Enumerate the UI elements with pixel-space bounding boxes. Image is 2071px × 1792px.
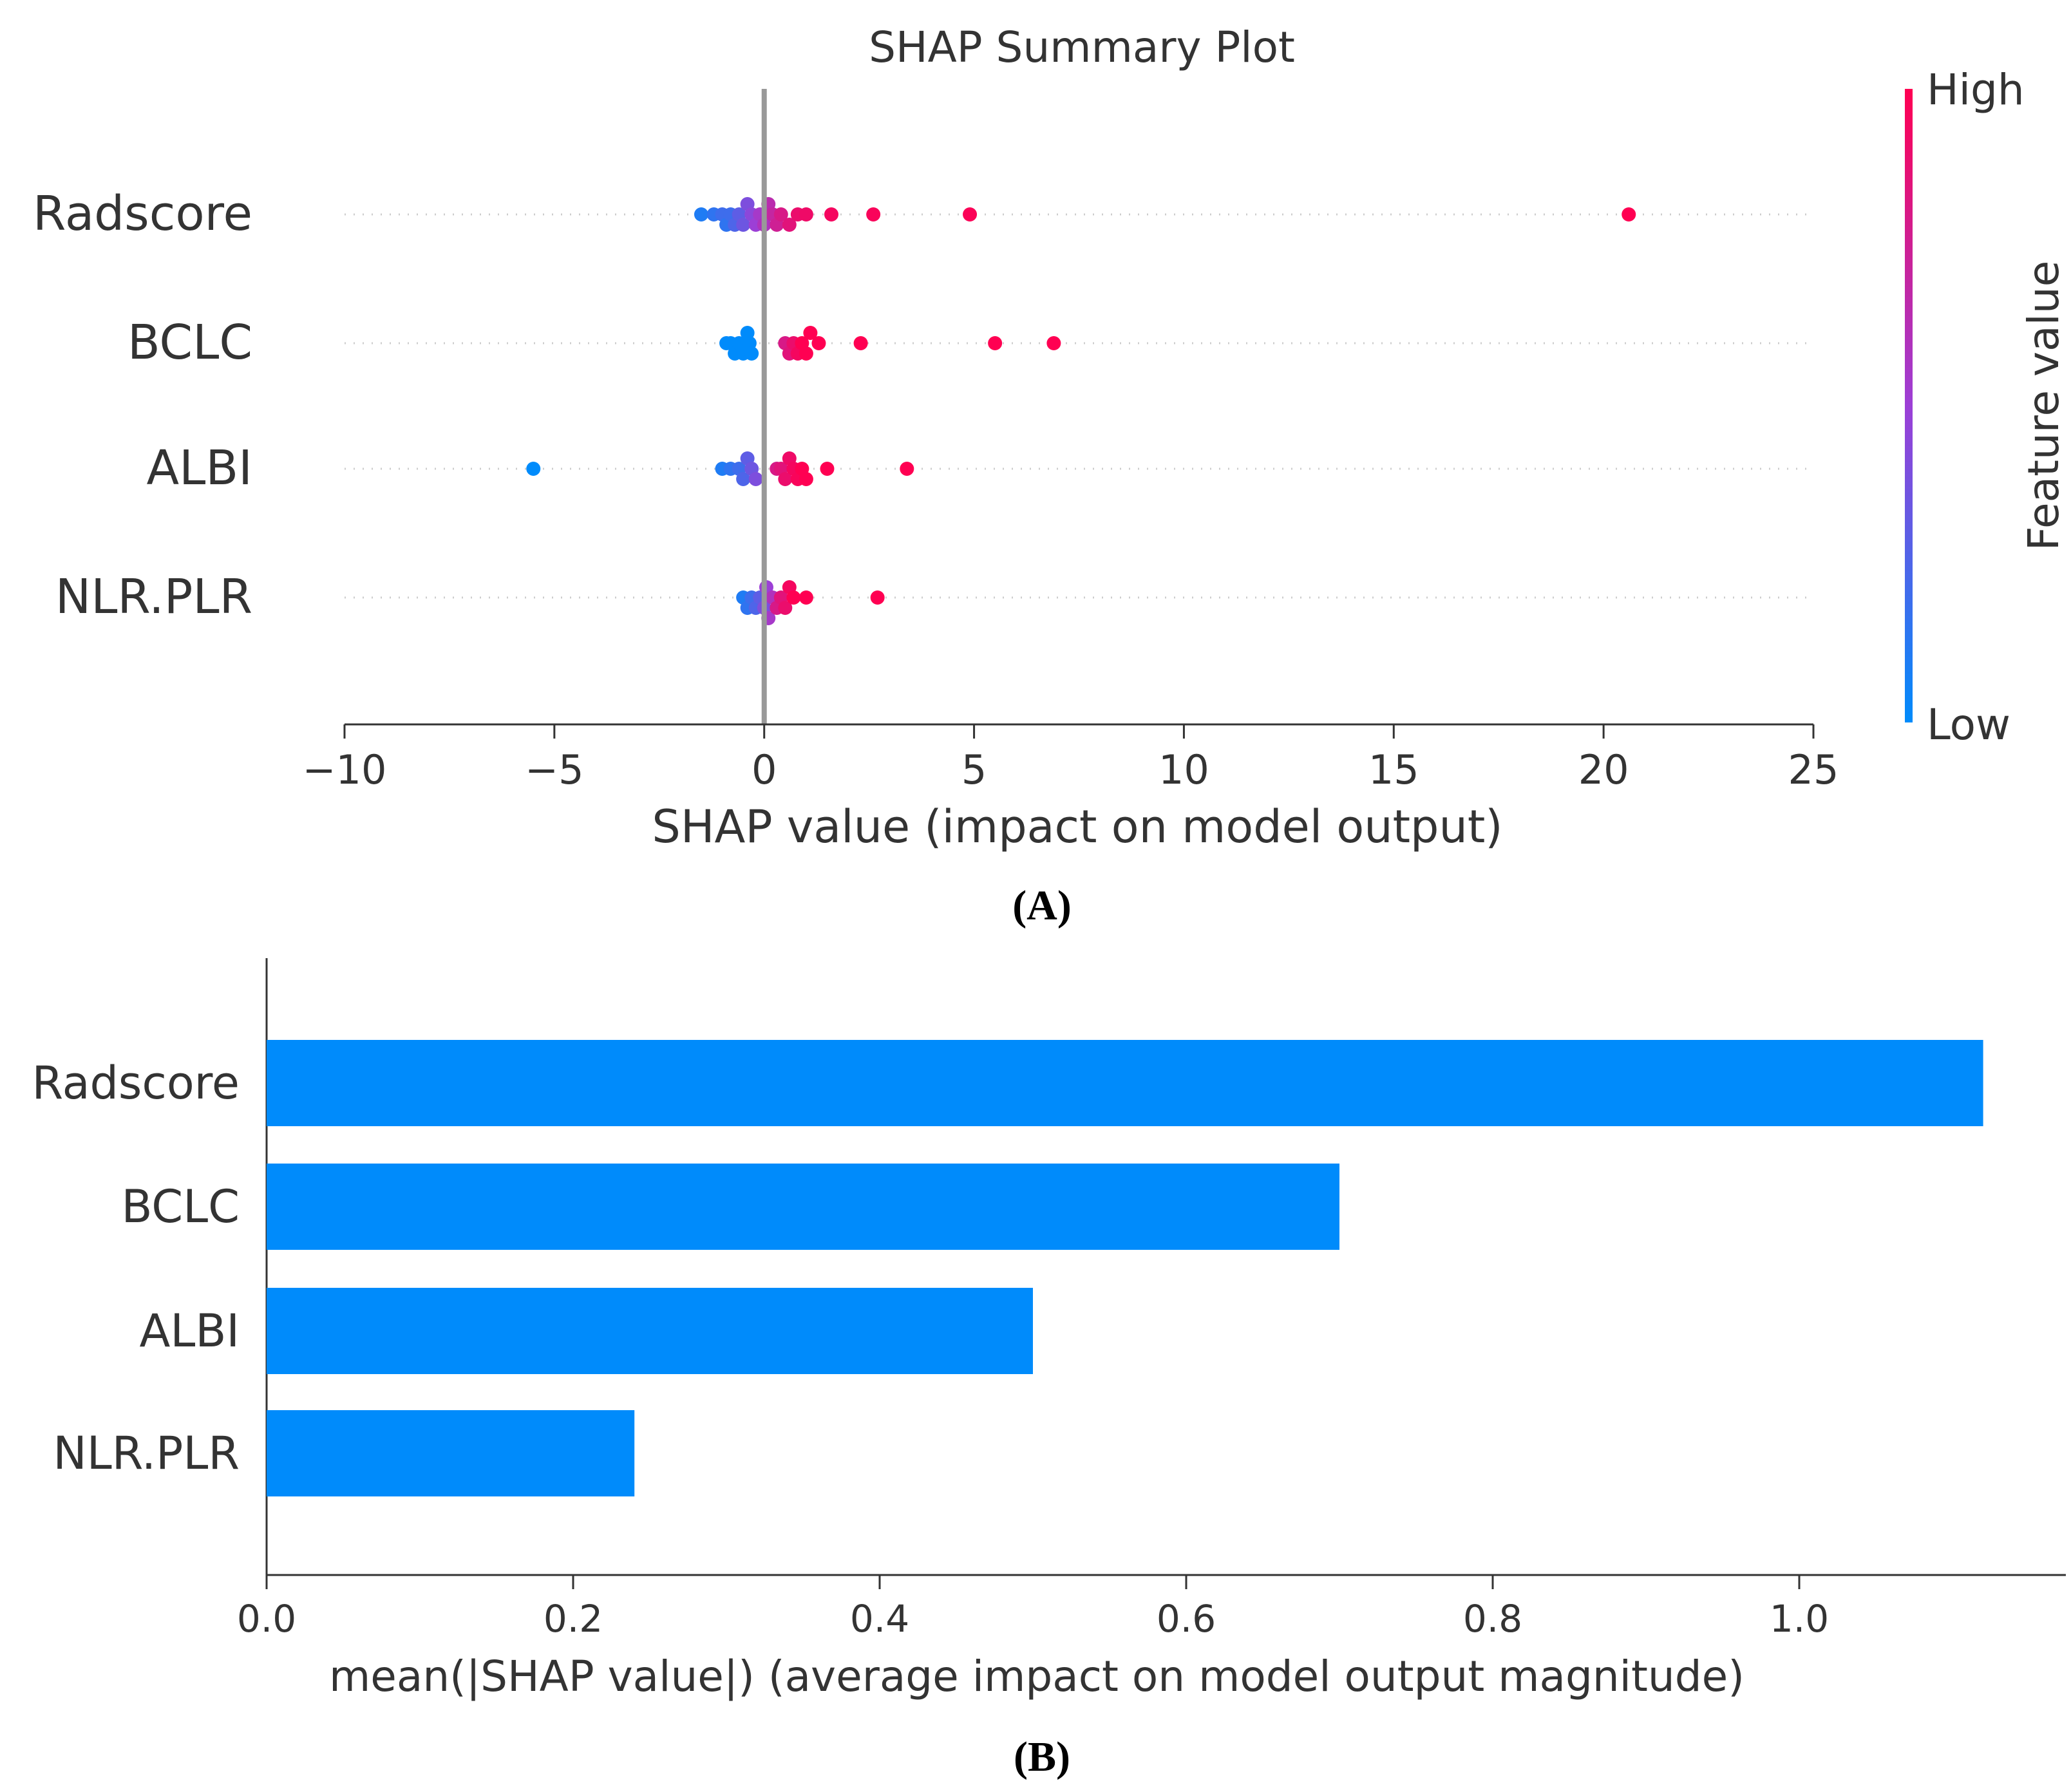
shap-points: [526, 197, 1636, 625]
bar-label-bclc: BCLC: [121, 1180, 240, 1233]
shap-point: [799, 346, 813, 361]
shap-summary-panel: SHAP Summary Plot Radscore BCLC ALBI NLR.PL…: [33, 23, 2068, 929]
shap-point: [803, 326, 818, 340]
bar-bclc: [267, 1164, 1339, 1250]
colorbar-high-label: High: [1927, 65, 2025, 115]
x-tick-label: 0.0: [237, 1597, 296, 1641]
feature-label-bclc: BCLC: [128, 315, 252, 370]
colorbar-gradient: [1905, 89, 1913, 722]
bar-radscore: [267, 1040, 1983, 1126]
feature-value-colorbar: High Low Feature value: [1905, 65, 2068, 750]
x-axis-label: mean(|SHAP value|) (average impact on mo…: [329, 1652, 1745, 1701]
shap-point: [870, 590, 885, 605]
shap-point: [1622, 207, 1636, 222]
chart-title: SHAP Summary Plot: [869, 23, 1295, 72]
shap-point: [748, 472, 763, 486]
colorbar-low-label: Low: [1927, 700, 2010, 750]
x-tick-label: 5: [961, 746, 987, 793]
feature-gridlines: [345, 213, 1813, 599]
x-tick-label: 25: [1788, 746, 1839, 793]
x-tick-label: −5: [525, 746, 583, 793]
colorbar-title: Feature value: [2019, 261, 2068, 551]
shap-point: [778, 472, 793, 486]
panel-label-a: (A): [1012, 882, 1072, 929]
shap-point: [988, 336, 1003, 350]
x-tick-label: 1.0: [1770, 1597, 1829, 1641]
feature-labels: Radscore BCLC ALBI NLR.PLR: [33, 186, 252, 625]
x-tick-label: −10: [303, 746, 387, 793]
bar-label-albi: ALBI: [139, 1305, 240, 1357]
x-tick-label: 0.2: [544, 1597, 603, 1641]
x-tick-label: 20: [1578, 746, 1629, 793]
mean-shap-bar-panel: Radscore BCLC ALBI NLR.PLR 0.0 0.2 0.4 0.6 0.8 1…: [32, 958, 2066, 1780]
bar-category-labels: Radscore BCLC ALBI NLR.PLR: [32, 1057, 240, 1480]
bar-nlr-plr: [267, 1410, 635, 1496]
bar-label-nlr-plr: NLR.PLR: [53, 1427, 240, 1480]
shap-point: [824, 207, 838, 222]
shap-point: [694, 207, 708, 222]
shap-point: [811, 336, 826, 350]
shap-point: [736, 218, 751, 232]
x-tick-label: 0.8: [1463, 1597, 1522, 1641]
feature-label-nlr-plr: NLR.PLR: [55, 569, 252, 625]
x-tick-label: 0: [752, 746, 777, 793]
shap-point: [744, 346, 759, 361]
bar-albi: [267, 1288, 1033, 1374]
shap-point: [778, 601, 793, 615]
feature-label-albi: ALBI: [147, 440, 252, 496]
shap-point: [853, 336, 868, 350]
shap-point: [963, 207, 978, 222]
x-tick-label: 0.6: [1157, 1597, 1216, 1641]
shap-point: [799, 207, 813, 222]
shap-point: [866, 207, 881, 222]
shap-point: [820, 462, 835, 476]
x-tick-label: 10: [1158, 746, 1209, 793]
x-axis-ticks: −10 −5 0 5 10 15 20 25: [303, 724, 1839, 793]
x-tick-label: 15: [1368, 746, 1419, 793]
shap-point: [799, 590, 813, 605]
shap-point: [900, 462, 914, 476]
shap-point: [782, 218, 797, 232]
feature-label-radscore: Radscore: [33, 186, 252, 241]
shap-point: [526, 462, 541, 476]
panel-label-b: (B): [1014, 1733, 1070, 1780]
shap-point: [736, 472, 751, 486]
bar-label-radscore: Radscore: [32, 1057, 240, 1109]
shap-point: [773, 207, 788, 222]
shap-point: [786, 590, 801, 605]
shap-point: [799, 472, 813, 486]
importance-bars: [267, 1040, 1983, 1496]
x-axis-label: SHAP value (impact on model output): [652, 800, 1502, 853]
x-axis-ticks: 0.0 0.2 0.4 0.6 0.8 1.0: [237, 1575, 1829, 1641]
x-tick-label: 0.4: [850, 1597, 909, 1641]
shap-point: [1046, 336, 1061, 350]
